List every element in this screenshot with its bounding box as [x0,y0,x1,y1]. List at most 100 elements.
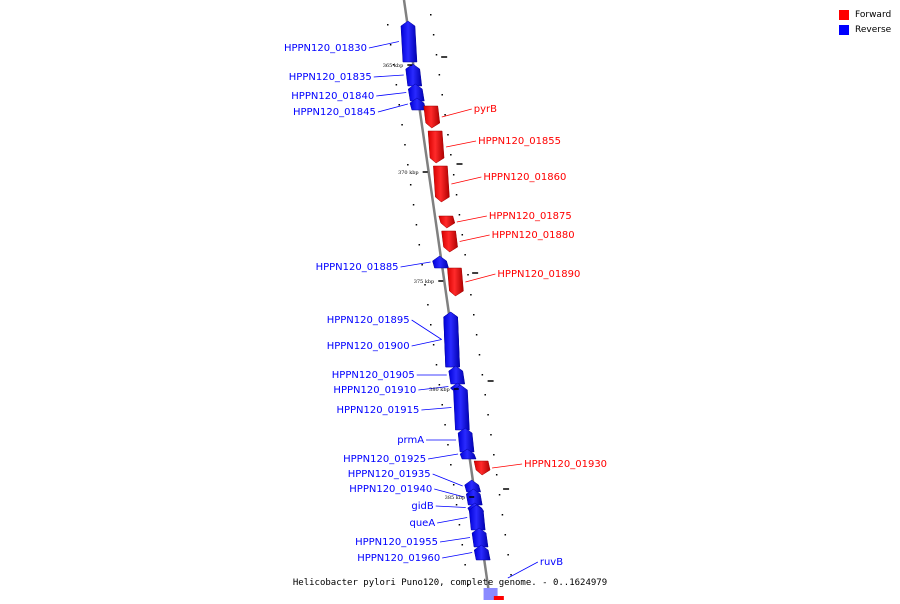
minor-tick [401,124,403,126]
gene-arrow-hppn120-01960[interactable] [473,544,491,561]
gene-label-hppn120-01930[interactable]: HPPN120_01930 [524,459,607,470]
minor-tick [387,24,389,26]
gene-label-ruvb[interactable]: ruvB [540,557,563,568]
minor-tick [478,354,481,356]
gene-arrow-prma[interactable] [457,427,475,453]
gene-arrow-hppn120-01905[interactable] [448,365,466,385]
minor-tick [424,284,426,286]
minor-tick [430,324,432,326]
gene-arrow-hppn120-01855[interactable] [427,130,445,164]
minor-tick [392,64,395,66]
gene-label-hppn120-01895[interactable]: HPPN120_01895 [327,315,410,326]
minor-tick [458,524,461,526]
gene-leader-hppn120-01900 [411,339,442,347]
legend-reverse-swatch [839,25,849,35]
minor-tick [450,464,452,466]
gene-label-hppn120-01840[interactable]: HPPN120_01840 [291,91,374,102]
minor-tick [432,34,435,36]
gene-leader-pyrb [441,108,472,118]
gene-arrow-pyrb[interactable] [423,105,441,129]
gene-label-hppn120-01940[interactable]: HPPN120_01940 [349,484,432,495]
gene-label-hppn120-01860[interactable]: HPPN120_01860 [483,172,566,183]
minor-tick [421,264,423,266]
scale-label: 385 kbp [445,495,466,501]
gene-label-quea[interactable]: queA [409,518,435,529]
gene-label-hppn120-01845[interactable]: HPPN120_01845 [293,107,376,118]
gene-arrow-hppn120-01885[interactable] [432,255,449,269]
gene-leader-hppn120-01875 [456,215,487,223]
gene-label-hppn120-01855[interactable]: HPPN120_01855 [478,136,561,147]
gene-arrow-hppn120-01935[interactable] [464,479,481,493]
gene-label-hppn120-01830[interactable]: HPPN120_01830 [284,43,367,54]
gene-leader-hppn120-01880 [459,234,490,242]
gene-leader-hppn120-01890 [465,273,496,283]
gene-label-hppn120-01935[interactable]: HPPN120_01935 [348,469,431,480]
minor-tick [438,74,441,76]
minor-tick [495,474,498,476]
minor-tick [501,514,504,516]
gene-leader-hppn120-01855 [445,140,477,148]
gene-label-hppn120-01890[interactable]: HPPN120_01890 [497,269,580,280]
minor-tick [415,224,418,226]
gene-arrow-hppn120-01955[interactable] [471,527,489,548]
legend-forward-label: Forward [855,10,892,20]
gene-arrow-hppn120-01930[interactable] [473,460,491,476]
minor-tick [467,584,469,586]
scale-label: 375 kbp [414,279,435,285]
gene-label-hppn120-01915[interactable]: HPPN120_01915 [336,405,419,416]
gene-leader-hppn120-01860 [451,176,482,185]
gene-leader-hppn120-01840 [376,92,407,97]
gene-label-hppn120-01875[interactable]: HPPN120_01875 [489,211,572,222]
gene-arrow-hppn120-01860[interactable] [433,165,450,203]
minor-tick [441,94,443,96]
gene-leader-hppn120-01845 [377,103,409,113]
gene-arrow-hppn120-01840[interactable] [407,83,425,102]
minor-tick [407,164,409,166]
minor-tick [444,114,446,116]
gene-label-hppn120-01880[interactable]: HPPN120_01880 [492,230,575,241]
gene-label-pyrb[interactable]: pyrB [474,104,497,115]
gene-arrow-hppn120-01875[interactable] [438,215,456,229]
gene-label-hppn120-01905[interactable]: HPPN120_01905 [332,370,415,381]
gene-label-hppn120-01925[interactable]: HPPN120_01925 [343,454,426,465]
gene-arrow-quea[interactable] [468,504,486,531]
gene-leader-hppn120-01940 [434,488,465,498]
gene-leader-hppn120-01835 [373,74,404,78]
gene-label-hppn120-01835[interactable]: HPPN120_01835 [289,72,372,83]
minor-tick [444,424,446,426]
gene-leader-ruvb [507,561,539,579]
gene-arrow-ruvb[interactable] [493,596,504,600]
minor-tick [464,564,466,566]
minor-tick [487,414,489,416]
minor-tick [464,254,466,256]
minor-tick [473,314,475,316]
gene-label-hppn120-01955[interactable]: HPPN120_01955 [355,537,438,548]
minor-tick [395,84,398,86]
gene-leader-hppn120-01955 [439,537,471,543]
gene-label-hppn120-01960[interactable]: HPPN120_01960 [357,553,440,564]
gene-arrow-hppn120-01900[interactable] [443,311,460,368]
gene-arrow-hppn120-01880[interactable] [441,230,458,253]
gene-arrow-hppn120-01915[interactable] [453,384,470,431]
gene-arrow-hppn120-01925[interactable] [459,448,477,460]
gene-arrow-hppn120-01835[interactable] [405,63,423,87]
minor-tick [470,294,472,296]
minor-tick [447,134,449,136]
minor-tick [452,484,455,486]
gene-label-hppn120-01885[interactable]: HPPN120_01885 [316,262,399,273]
gene-leader-hppn120-01930 [492,463,523,469]
gene-arrow-hppn120-01940[interactable] [465,488,483,506]
gene-label-hppn120-01900[interactable]: HPPN120_01900 [327,341,410,352]
minor-tick [461,234,464,236]
gene-arrow-hppn120-01890[interactable] [447,267,464,297]
gene-label-hppn120-01910[interactable]: HPPN120_01910 [333,385,416,396]
gene-label-gidb[interactable]: gidB [411,501,433,512]
gene-label-prma[interactable]: prmA [397,435,424,446]
gene-leader-hppn120-01830 [368,41,400,49]
minor-tick [507,554,509,556]
gene-arrow-hppn120-01830[interactable] [400,20,418,63]
minor-tick [409,184,412,186]
minor-tick [484,394,486,396]
minor-tick [452,174,455,176]
